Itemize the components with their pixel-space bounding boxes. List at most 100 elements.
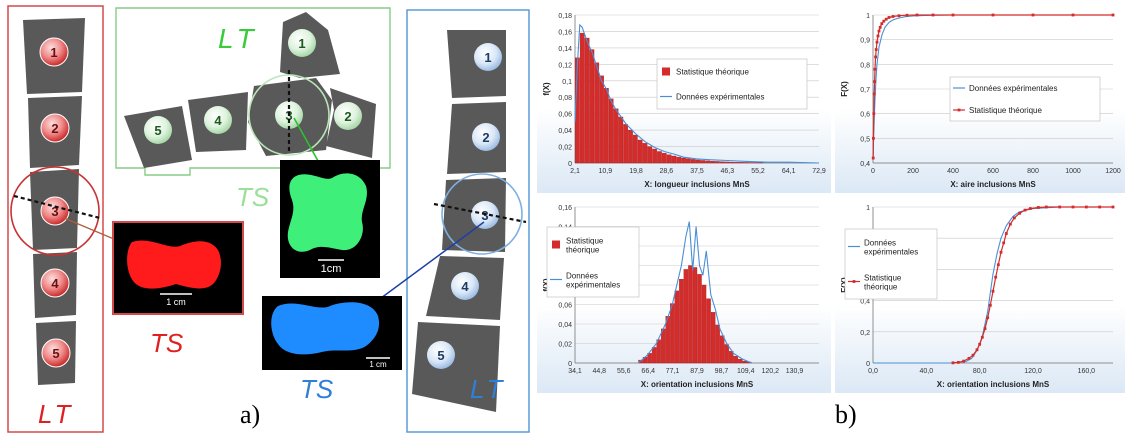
x-tick-label: 120,0 <box>1024 368 1042 375</box>
data-point <box>1044 205 1048 209</box>
x-tick-label: 800 <box>1027 168 1039 175</box>
y-tick-label: 0,12 <box>558 62 572 69</box>
x-tick-label: 160,0 <box>1078 368 1096 375</box>
data-point <box>1098 205 1102 209</box>
x-tick-label: 72,9 <box>812 168 826 175</box>
data-point <box>971 353 975 357</box>
left-frame <box>7 5 104 433</box>
bar <box>584 37 590 164</box>
x-tick-label: 37,5 <box>690 168 704 175</box>
middle-number-5: 5 <box>154 123 161 138</box>
legend-label: Données expérimentales <box>969 84 1058 93</box>
left-number-3: 3 <box>51 204 58 219</box>
data-point <box>1071 205 1075 209</box>
data-point <box>872 136 875 140</box>
legend-label: Statistique théorique <box>969 106 1042 115</box>
data-point <box>988 303 992 307</box>
bar <box>739 162 744 164</box>
bar <box>681 157 686 164</box>
y-tick-label: 0,4 <box>860 161 870 168</box>
bar <box>666 154 672 164</box>
data-point <box>980 335 984 339</box>
data-point <box>1111 13 1115 17</box>
right-number-4: 4 <box>461 279 469 294</box>
data-point <box>1111 205 1115 209</box>
x-tick-label: 400 <box>947 168 959 175</box>
middle-number-2: 2 <box>344 109 351 124</box>
y-tick-label: 0,8 <box>860 62 870 69</box>
data-point <box>897 14 901 18</box>
x-tick-label: 44,8 <box>592 368 606 375</box>
bar <box>647 353 652 364</box>
data-point <box>915 13 919 17</box>
bar <box>613 108 619 164</box>
x-tick-label: 64,1 <box>782 168 796 175</box>
x-tick-label: 19,8 <box>629 168 643 175</box>
bar <box>623 124 628 164</box>
y-tick-label: 0,06 <box>558 303 572 310</box>
y-tick-label: 0 <box>568 361 572 368</box>
bar <box>695 159 701 164</box>
legend-box <box>656 58 808 110</box>
x-axis-label: X: longueur inclusions MnS <box>644 180 750 189</box>
bar <box>719 161 725 164</box>
chart-pdf-orientation-box: 00,020,040,060,080,10,120,140,1634,144,8… <box>537 197 831 393</box>
y-axis-label: F(X) <box>840 81 849 97</box>
bar <box>661 152 667 164</box>
bar <box>743 162 749 164</box>
left-number-4: 4 <box>51 276 59 291</box>
data-point <box>951 361 955 365</box>
bar <box>656 339 661 364</box>
data-point <box>1036 206 1040 209</box>
data-point <box>1004 232 1008 235</box>
legend-marker <box>957 108 961 112</box>
legend-label: Données expérimentales <box>676 93 765 102</box>
legend-label: Statistique théorique <box>676 68 749 77</box>
middle-highlight-circle <box>248 74 330 156</box>
x-tick-label: 80,0 <box>973 368 987 375</box>
middle-scale-label: 1cm <box>321 263 342 275</box>
data-point <box>978 342 982 346</box>
bar <box>715 161 720 164</box>
left-number-2: 2 <box>51 121 58 136</box>
x-tick-label: 600 <box>987 168 999 175</box>
x-tick-label: 98,7 <box>715 368 729 375</box>
bar <box>683 269 689 364</box>
middle-ts-section <box>287 173 367 252</box>
series-line <box>574 23 820 164</box>
y-tick-label: 0 <box>568 161 572 168</box>
data-point <box>991 13 995 17</box>
y-tick-label: 0,02 <box>558 342 572 349</box>
data-point <box>874 55 877 59</box>
x-tick-label: 10,9 <box>599 168 613 175</box>
data-point <box>991 289 995 293</box>
right-cut-line <box>433 202 527 224</box>
chart-pdf-longueur-box: 0 0,02 0,04 0,06 0,08 0,1 0,12 0,14 0,16 0,18 2,1 1… <box>537 7 831 193</box>
right-scale-label: 1 cm <box>369 360 387 369</box>
panel-label-a: a) <box>240 400 261 429</box>
y-tick-label: 0,9 <box>860 38 870 45</box>
data-point <box>962 359 966 363</box>
data-point <box>880 22 884 26</box>
chart-pdf-orientation: 00,020,040,060,080,10,120,140,1634,144,8… <box>542 205 819 389</box>
x-axis-label: X: aire inclusions MnS <box>950 180 1036 189</box>
bar <box>690 159 696 164</box>
y-tick-label: 0,16 <box>558 29 572 36</box>
bar <box>686 158 691 164</box>
bar <box>738 358 743 364</box>
bar <box>692 267 698 364</box>
legend-swatch <box>552 240 560 249</box>
bar <box>661 328 666 364</box>
data-point <box>876 34 880 38</box>
legend-label-cont: théorique <box>864 283 898 292</box>
y-tick-label: 0,4 <box>860 299 870 306</box>
chart-cdf-aire: 0,4 0,5 0,6 0,7 0,8 0,9 1 0 200 400 600 800 1000 1200… <box>840 13 1121 189</box>
bar <box>599 75 604 164</box>
right-number-3: 3 <box>481 208 488 223</box>
bar <box>710 312 716 364</box>
panel-label-b: b) <box>835 400 857 429</box>
bar <box>715 324 720 364</box>
data-point <box>1018 211 1022 215</box>
bar <box>652 148 657 164</box>
bar <box>710 161 715 164</box>
